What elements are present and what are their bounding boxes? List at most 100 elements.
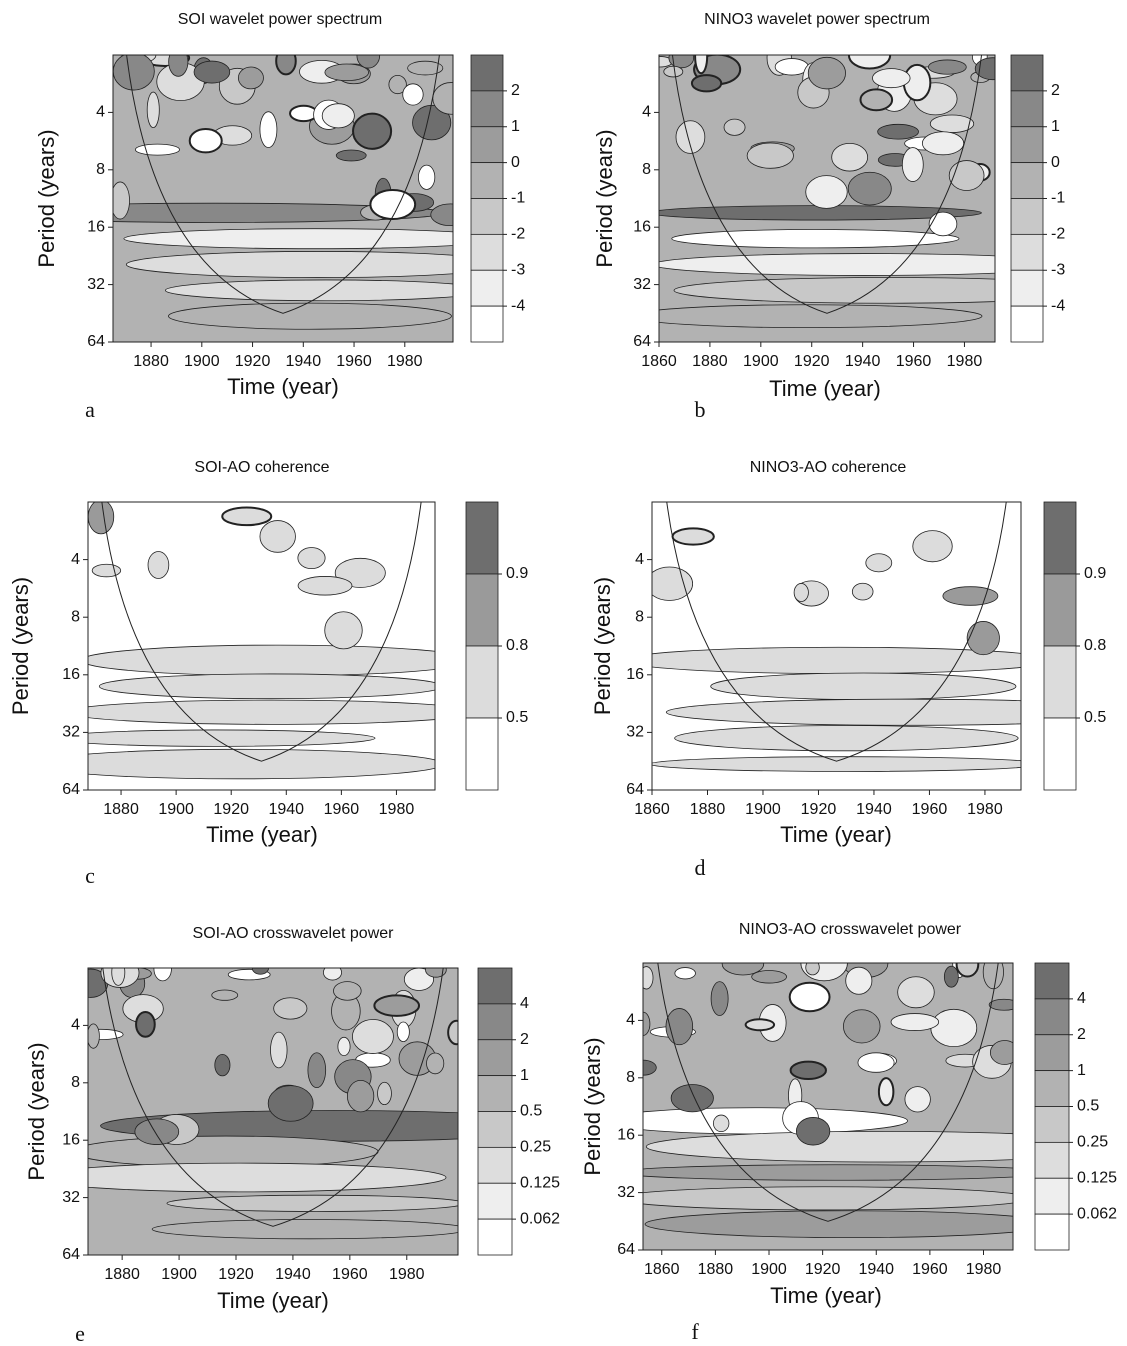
colorbar-label: 0.9 (506, 565, 528, 582)
x-tick-label: 1940 (858, 1261, 894, 1278)
contour-band (659, 304, 983, 329)
contour-blob (193, 60, 231, 84)
contour-field (659, 55, 995, 342)
contour-blob (259, 111, 278, 148)
colorbar-band (1034, 1213, 1070, 1251)
colorbar-label: 0.5 (1077, 1098, 1099, 1115)
colorbar-label: 1 (1077, 1062, 1086, 1079)
colorbar-label: 0.8 (506, 637, 528, 654)
y-tick-label: 64 (62, 781, 80, 798)
colorbar-label: 0.5 (520, 1103, 542, 1120)
colorbar-band (477, 1039, 513, 1077)
x-tick-label: 1920 (794, 353, 830, 370)
contour-blob (930, 1008, 978, 1048)
contour-blob (113, 55, 155, 91)
y-tick-label: 8 (71, 1074, 80, 1091)
contour-blob (955, 963, 980, 978)
colorbar-band (470, 198, 504, 235)
colorbar-label: 0 (511, 154, 520, 171)
x-tick-label: 1940 (268, 801, 304, 818)
x-tick-label: 1960 (896, 353, 932, 370)
x-tick-label: 1920 (805, 1261, 841, 1278)
panel: SOI-AO crosswavelet power Time (year) Peri… (24, 925, 560, 1346)
contour-blob (948, 160, 985, 191)
colorbar-label: 2 (520, 1031, 529, 1048)
contour-blob (352, 1019, 394, 1054)
contour-blob (988, 998, 1013, 1011)
colorbar-label: -2 (1051, 226, 1065, 243)
colorbar-band (1034, 1070, 1070, 1107)
contour-blob (335, 149, 367, 162)
contour-blob (927, 59, 967, 75)
cone-of-influence (101, 502, 422, 762)
contour-blob (989, 1040, 1013, 1065)
contour-band (674, 725, 1019, 752)
contour-field (643, 963, 1013, 1250)
x-tick-label: 1920 (801, 801, 837, 818)
contour-blob (982, 963, 1004, 990)
contour-blob (652, 566, 694, 601)
contour-band (151, 1219, 458, 1240)
y-tick-label: 8 (96, 161, 105, 178)
y-tick-label: 32 (617, 1184, 635, 1201)
panel-letter: c (85, 863, 95, 888)
x-tick-label: 1980 (379, 801, 415, 818)
contour-blob (168, 55, 189, 77)
contour-band (643, 1186, 1013, 1211)
y-tick-label: 4 (71, 551, 80, 568)
colorbar-label: 0.5 (1084, 709, 1106, 726)
contour-blob (323, 968, 342, 981)
contour-blob (402, 83, 424, 106)
colorbar-label: -4 (511, 297, 525, 314)
contour-blob (843, 1009, 881, 1044)
panel-title: NINO3-AO coherence (750, 459, 907, 476)
contour-blob (377, 1081, 392, 1106)
colorbar-label: 0.25 (1077, 1134, 1108, 1151)
x-tick-label: 1960 (324, 801, 360, 818)
y-tick-label: 16 (87, 218, 105, 235)
x-tick-label: 1980 (387, 353, 423, 370)
contour-blob (865, 553, 893, 573)
colorbar-band (477, 1218, 513, 1256)
x-tick-label: 1980 (947, 353, 983, 370)
colorbar-band (1034, 1034, 1070, 1072)
colorbar-band (1034, 998, 1070, 1036)
contour-blob (267, 1085, 314, 1122)
colorbar-band (1034, 962, 1070, 1000)
contour-blob (851, 582, 874, 601)
contour-band (643, 1164, 1013, 1181)
contour-blob (188, 127, 223, 154)
colorbar-label: -3 (511, 261, 525, 278)
contour-blob (135, 1010, 156, 1038)
colorbar-band (465, 645, 499, 719)
panel-letter: e (75, 1321, 85, 1346)
contour-blob (723, 118, 746, 136)
contour-band (652, 756, 1021, 772)
contour-band (166, 1194, 458, 1212)
y-tick-label: 16 (617, 1126, 635, 1143)
contour-blob (643, 966, 654, 990)
colorbar-band (477, 1182, 513, 1220)
colorbar-label: 0.062 (520, 1210, 560, 1227)
colorbar-band (1034, 1106, 1070, 1143)
contour-blob (670, 1084, 714, 1113)
y-tick-label: 32 (87, 276, 105, 293)
contour-field (113, 55, 453, 342)
x-axis-label: Time (year) (217, 1288, 329, 1313)
contour-band (710, 672, 1017, 701)
x-tick-label: 1980 (966, 1261, 1002, 1278)
colorbar-label: 4 (520, 995, 529, 1012)
colorbar-band (1010, 269, 1044, 307)
colorbar-band (1010, 198, 1044, 235)
contour-blob (675, 120, 706, 154)
contour-blob (333, 981, 362, 1001)
contour-band (665, 698, 1021, 726)
panel: SOI wavelet power spectrum Time (year) Per… (34, 11, 526, 422)
contour-blob (751, 970, 788, 984)
contour-blob (373, 994, 421, 1017)
contour-blob (334, 557, 386, 588)
x-tick-label: 1920 (235, 353, 271, 370)
colorbar-label: 0.125 (1077, 1169, 1117, 1186)
x-tick-label: 1900 (745, 801, 781, 818)
colorbar-label: 0.062 (1077, 1205, 1117, 1222)
